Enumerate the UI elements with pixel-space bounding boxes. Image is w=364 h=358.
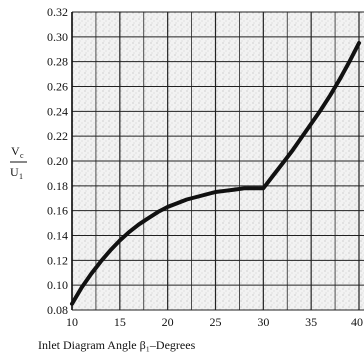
y-tick-label: 0.22 xyxy=(47,129,68,143)
y-tick-label: 0.16 xyxy=(47,204,68,218)
x-tick-label: 40 xyxy=(351,315,363,329)
x-tick-label: 10 xyxy=(66,315,78,329)
x-tick-labels: 10 15 20 25 30 35 40 xyxy=(66,315,363,329)
y-tick-label: 0.28 xyxy=(47,55,68,69)
y-axis-label-numerator-sub: c xyxy=(20,151,24,160)
y-axis-label-denominator-sub: 1 xyxy=(19,172,23,181)
x-tick-label: 30 xyxy=(257,315,269,329)
y-tick-label: 0.12 xyxy=(47,253,68,267)
x-tick-label: 20 xyxy=(162,315,174,329)
y-tick-label: 0.26 xyxy=(47,80,68,94)
y-axis-label-denominator: U xyxy=(10,165,19,179)
y-tick-label: 0.10 xyxy=(47,278,68,292)
y-tick-label: 0.18 xyxy=(47,179,68,193)
x-tick-label: 25 xyxy=(210,315,222,329)
y-axis-label: V c U 1 xyxy=(10,144,27,181)
x-tick-label: 35 xyxy=(305,315,317,329)
series-group xyxy=(70,41,361,306)
grid xyxy=(71,11,364,311)
y-tick-label: 0.24 xyxy=(47,104,68,118)
y-tick-label: 0.30 xyxy=(47,30,68,44)
y-tick-label: 0.14 xyxy=(47,229,68,243)
y-tick-label: 0.32 xyxy=(47,5,68,19)
y-tick-labels: 0.08 0.10 0.12 0.14 0.16 0.18 0.20 0.22 0.24 0.26… xyxy=(47,5,68,317)
series-line-0 xyxy=(70,41,361,306)
y-tick-label: 0.20 xyxy=(47,154,68,168)
y-axis-label-numerator: V xyxy=(11,144,20,158)
x-axis-label: Inlet Diagram Angle β₁–Degrees xyxy=(38,338,196,352)
y-tick-label: 0.08 xyxy=(47,303,68,317)
x-tick-label: 15 xyxy=(114,315,126,329)
